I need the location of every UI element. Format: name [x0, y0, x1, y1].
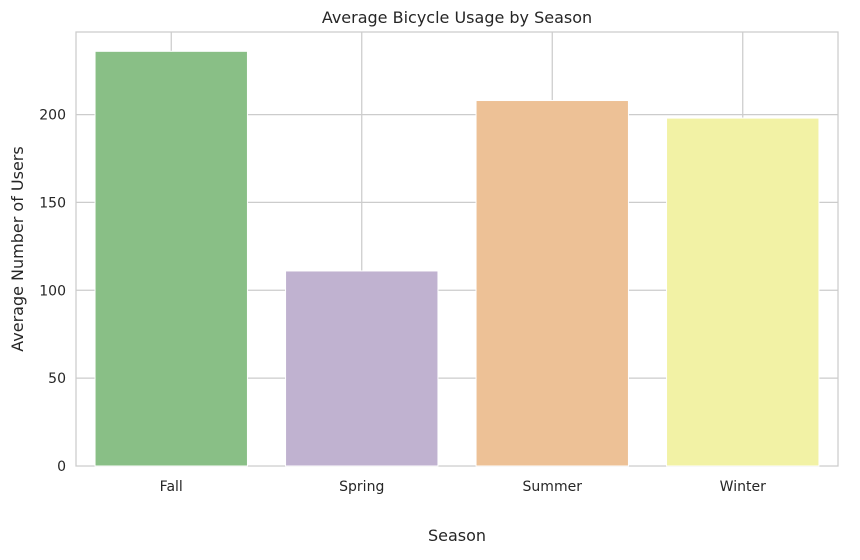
- x-tick-label: Spring: [339, 479, 384, 495]
- bar-summer: [475, 100, 629, 467]
- x-axis-label: Season: [428, 526, 486, 545]
- y-tick-label: 200: [39, 108, 66, 124]
- y-tick-label: 50: [48, 371, 66, 387]
- chart-title: Average Bicycle Usage by Season: [322, 8, 592, 27]
- bar-fall: [94, 50, 248, 467]
- y-tick-label: 150: [39, 195, 66, 211]
- x-tick-label: Summer: [523, 479, 583, 495]
- y-axis-label: Average Number of Users: [8, 146, 27, 351]
- x-tick-labels: Fall Spring Summer Winter: [160, 479, 766, 495]
- x-tick-label: Winter: [720, 479, 766, 495]
- y-tick-label: 0: [57, 459, 66, 475]
- x-tick-label: Fall: [160, 479, 183, 495]
- bars: [94, 50, 820, 467]
- y-tick-label: 100: [39, 283, 66, 299]
- bar-winter: [666, 117, 820, 467]
- y-tick-labels: 0 50 100 150 200: [39, 108, 66, 475]
- bar-spring: [285, 270, 439, 467]
